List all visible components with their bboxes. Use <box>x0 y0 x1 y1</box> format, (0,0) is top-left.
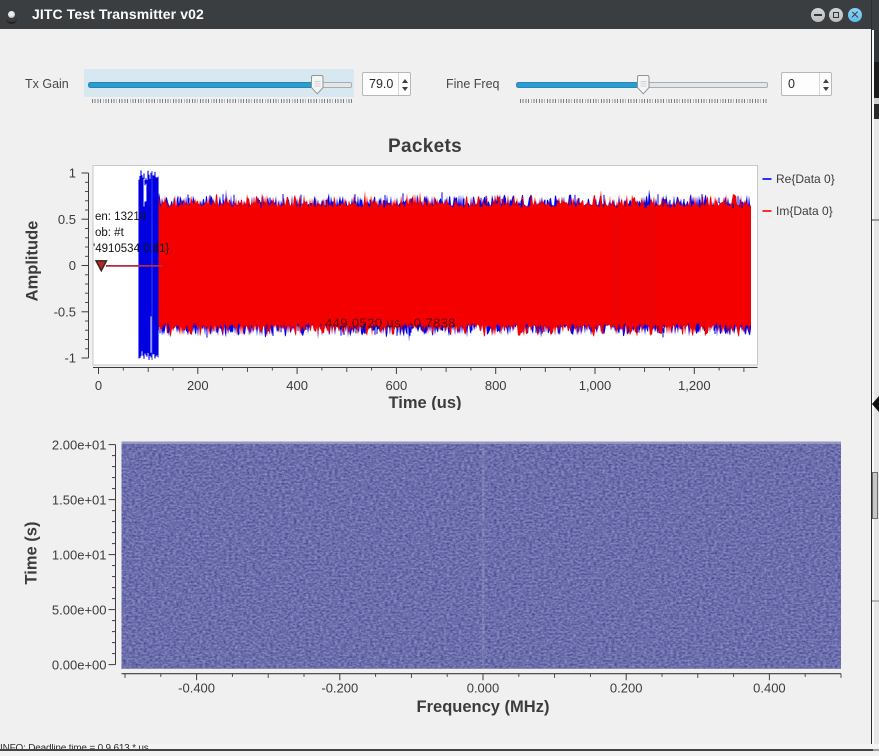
svg-text:0.000: 0.000 <box>467 681 500 696</box>
svg-text:Time (us): Time (us) <box>388 394 461 410</box>
svg-text:0.5: 0.5 <box>58 212 76 227</box>
svg-text:600: 600 <box>386 378 408 393</box>
svg-text:en: 13210: en: 13210 <box>95 211 146 223</box>
svg-text:Im{Data 0}: Im{Data 0} <box>776 204 833 218</box>
svg-text:5.00e+00: 5.00e+00 <box>52 602 107 617</box>
svg-text:0.400: 0.400 <box>753 681 786 696</box>
svg-text:0: 0 <box>95 378 102 393</box>
svg-text:400: 400 <box>286 378 308 393</box>
svg-text:0.200: 0.200 <box>610 681 643 696</box>
svg-text:'4910534 0.81}: '4910534 0.81} <box>93 243 170 255</box>
svg-text:ob: #t: ob: #t <box>95 227 125 239</box>
svg-text:2.00e+01: 2.00e+01 <box>52 437 107 452</box>
svg-text:Re{Data 0}: Re{Data 0} <box>776 172 835 186</box>
svg-text:-1: -1 <box>64 351 76 366</box>
svg-text:1.00e+01: 1.00e+01 <box>52 547 107 562</box>
svg-text:Amplitude: Amplitude <box>24 221 42 302</box>
svg-text:1,200: 1,200 <box>678 378 711 393</box>
svg-text:-0.200: -0.200 <box>321 681 358 696</box>
svg-text:0: 0 <box>69 258 76 273</box>
svg-text:1,000: 1,000 <box>579 378 612 393</box>
svg-text:Time (s): Time (s) <box>23 522 41 585</box>
svg-text:0.00e+00: 0.00e+00 <box>52 657 107 672</box>
svg-text:Frequency (MHz): Frequency (MHz) <box>417 698 550 716</box>
svg-text:-0.5: -0.5 <box>54 304 76 319</box>
svg-text:1: 1 <box>69 166 76 181</box>
svg-text:200: 200 <box>187 378 209 393</box>
svg-text:449.0520 us, -0.7838: 449.0520 us, -0.7838 <box>325 316 456 331</box>
svg-text:800: 800 <box>485 378 507 393</box>
svg-text:-0.400: -0.400 <box>178 681 215 696</box>
svg-text:1.50e+01: 1.50e+01 <box>52 492 107 507</box>
